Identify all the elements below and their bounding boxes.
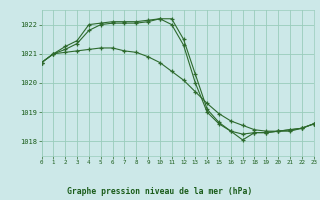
Text: Graphe pression niveau de la mer (hPa): Graphe pression niveau de la mer (hPa)	[68, 187, 252, 196]
